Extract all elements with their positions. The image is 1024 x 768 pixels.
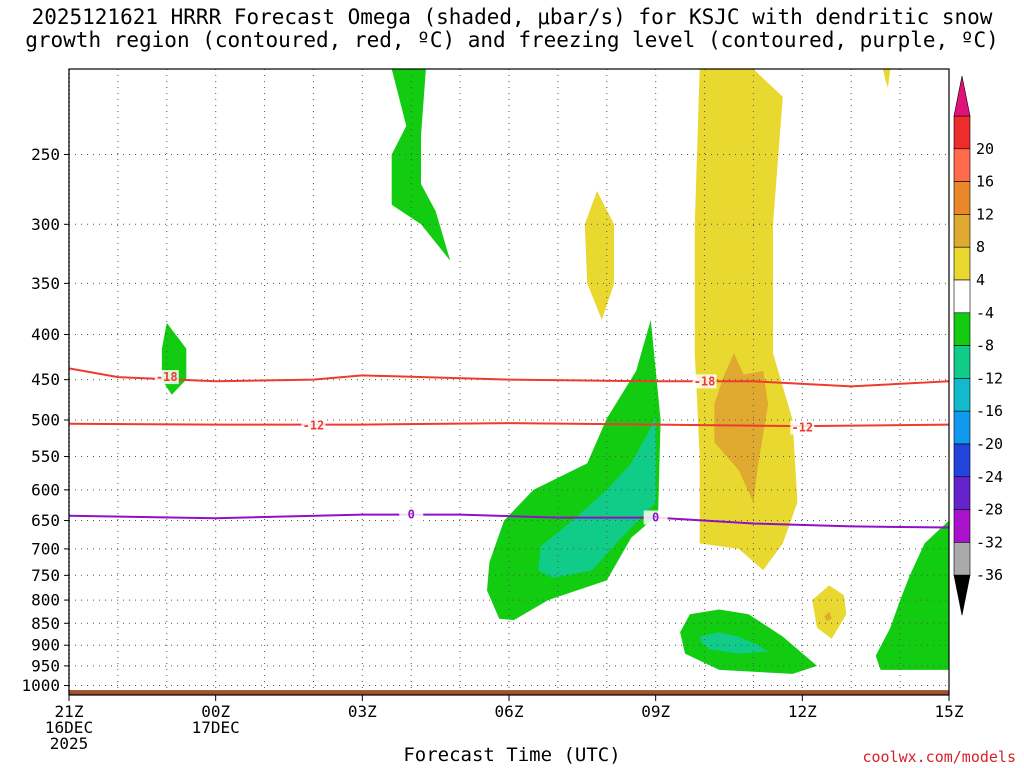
x-tick-label-3-0: 00Z [201, 702, 230, 721]
y-tick-label-750: 750 [31, 566, 60, 585]
colorbar-segment-3 [953, 214, 971, 248]
colorbar-label-10: -24 [976, 468, 1003, 486]
colorbar-segment-13 [953, 542, 971, 576]
y-tick-label-550: 550 [31, 447, 60, 466]
contour-label-bg-0-0 [399, 507, 424, 522]
colorbar-segment-7 [953, 345, 971, 379]
y-tick-label-800: 800 [31, 591, 60, 610]
colorbar-label-7: -12 [976, 369, 1003, 387]
contours: -18 -18 -12 -12 0 0 [69, 367, 949, 529]
colorbar-segment-11 [953, 476, 971, 510]
y-tick-label-1000: 1000 [21, 676, 60, 695]
colorbar-label-2: 12 [976, 205, 994, 223]
contour-label-bg--18-1 [692, 374, 717, 389]
colorbar-segment-2 [953, 181, 971, 215]
contour-label--12-1: -12 [791, 421, 813, 435]
colorbar-label-1: 16 [976, 173, 994, 191]
colorbar-segment-6 [953, 312, 971, 346]
contour-label-0-0: 0 [408, 508, 415, 522]
x-tick-label-6-0: 03Z [348, 702, 377, 721]
x-tick-label-9-0: 06Z [495, 702, 524, 721]
colorbar-segment-0 [953, 115, 971, 150]
omega-region-gold-core-right [714, 353, 769, 503]
omega-region-green-large-center [487, 319, 661, 621]
contour-line--18 [69, 367, 949, 388]
y-tick-label-250: 250 [31, 145, 60, 164]
y-axis: 250 300 350 400 450 500 550 600 650 700 750 800 850 9… [21, 69, 70, 695]
colorbar-segment-9 [953, 410, 971, 445]
x-tick-label-12-0: 09Z [641, 702, 670, 721]
contour-label-bg--12-1 [790, 420, 815, 435]
colorbar-segment-12 [953, 509, 971, 543]
omega-region-yellow-tall-right [694, 69, 798, 571]
colorbar-segment-4 [953, 246, 971, 281]
omega-region-yellow-sliver-top [883, 69, 891, 88]
colorbar-label-0: 20 [976, 140, 994, 158]
colorbar-arrow-top [953, 75, 971, 117]
contour-line-0 [69, 513, 949, 529]
omega-region-gold-dot-850 [824, 611, 832, 621]
y-tick-label-700: 700 [31, 539, 60, 558]
colorbar-label-5: -4 [976, 304, 994, 322]
contour-label--18-1: -18 [694, 374, 716, 388]
colorbar-arrow-bottom [953, 574, 971, 616]
y-tick-label-300: 300 [31, 215, 60, 234]
contour-line--12 [69, 422, 949, 428]
x-tick-label-18-0: 15Z [935, 702, 964, 721]
colorbar-segment-8 [953, 378, 971, 412]
y-tick-label-600: 600 [31, 480, 60, 499]
terrain-bar [69, 690, 949, 695]
contour-label-bg--12-0 [301, 418, 326, 433]
y-tick-label-900: 900 [31, 636, 60, 655]
omega-region-yellow-small-300 [584, 191, 615, 320]
x-tick-label-0-1: 16DEC [45, 718, 93, 737]
x-tick-label-0-0: 21Z [55, 702, 84, 721]
colorbar-label-12: -32 [976, 533, 1003, 551]
x-axis-label: Forecast Time (UTC) [403, 744, 621, 766]
omega-region-teal-core-center [538, 416, 656, 578]
colorbar-label-8: -16 [976, 402, 1003, 420]
omega-region-green-aloft-1 [391, 69, 451, 261]
x-tick-label-0-2: 2025 [50, 734, 89, 753]
y-tick-label-500: 500 [31, 411, 60, 430]
colorbar-label-4: 4 [976, 271, 985, 289]
y-tick-label-650: 650 [31, 511, 60, 530]
colorbar-label-3: 8 [976, 238, 985, 256]
colorbar: 20 16 12 8 4 -4 -8 -12 -16 -20 -24 -28 -32 -36 [953, 75, 1003, 616]
y-tick-label-350: 350 [31, 274, 60, 293]
contour-label-bg-0-1 [643, 510, 668, 525]
y-tick-label-400: 400 [31, 325, 60, 344]
y-tick-label-450: 450 [31, 370, 60, 389]
site-credit: coolwx.com/models [862, 748, 1016, 766]
colorbar-segment-10 [953, 443, 971, 478]
x-tick-label-3-1: 17DEC [192, 718, 240, 737]
colorbar-segment-5 [953, 279, 971, 314]
colorbar-label-6: -8 [976, 337, 994, 355]
contour-label--12-0: -12 [303, 418, 325, 432]
omega-region-green-bottom-right [875, 520, 949, 670]
contour-label-bg--18-0 [154, 370, 179, 385]
y-tick-label-850: 850 [31, 614, 60, 633]
contour-label--18-0: -18 [156, 370, 178, 384]
chart-title: 2025121621 HRRR Forecast Omega (shaded, … [25, 5, 999, 52]
contour-label-0-1: 0 [652, 511, 659, 525]
colorbar-segment-1 [953, 148, 971, 182]
colorbar-label-11: -28 [976, 501, 1003, 519]
y-tick-label-950: 950 [31, 656, 60, 675]
omega-region-teal-low-right [699, 632, 769, 654]
colorbar-label-13: -36 [976, 566, 1003, 584]
colorbar-label-9: -20 [976, 435, 1003, 453]
omega-shading [161, 69, 949, 674]
x-tick-label-15-0: 12Z [788, 702, 817, 721]
